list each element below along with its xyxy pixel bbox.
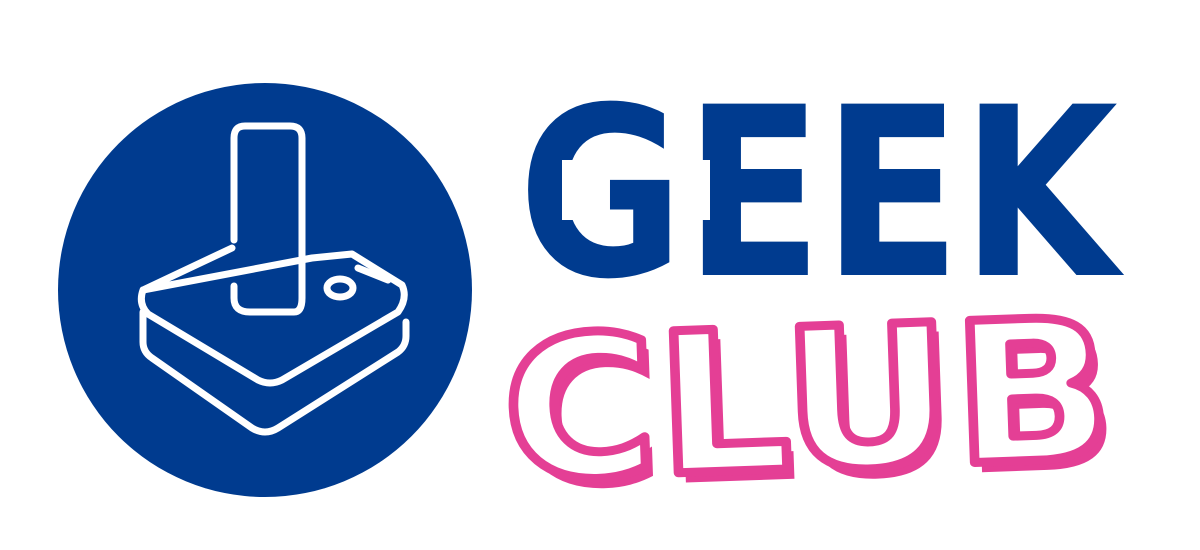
wordmark-club-shadow: CLUB [507,286,1125,534]
wordmark-club: CLUB [499,277,1117,525]
badge-circle [58,83,472,497]
wordmark-top: GEEK [518,58,1125,331]
wordmark-bottom: CLUB CLUB [495,272,1125,534]
badge [58,83,472,497]
wordmark-geek: GEEK [518,58,1125,331]
joystick-icon [137,122,410,436]
stencil-cuts [562,130,972,220]
